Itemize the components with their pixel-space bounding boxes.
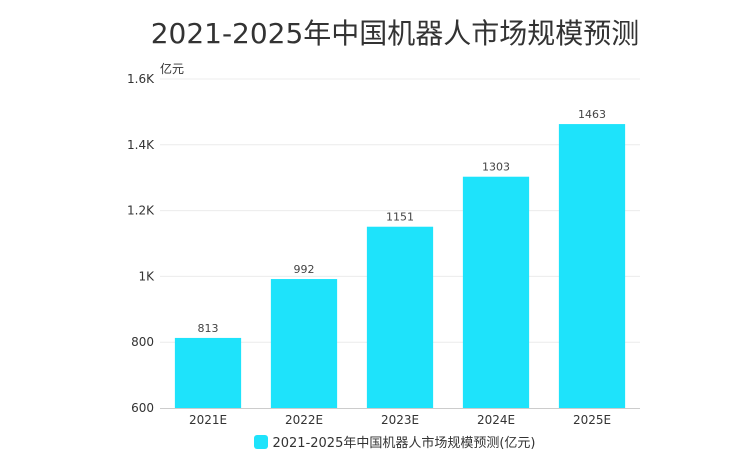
x-tick-label: 2022E [285, 413, 323, 427]
bar-value-label: 1303 [482, 161, 510, 174]
bar[interactable] [558, 124, 626, 408]
chart-title: 2021-2025年中国机器人市场规模预测 [150, 17, 640, 50]
data-labels: 813 992 1151 1303 1463 [198, 108, 607, 335]
x-tick-label: 2023E [381, 413, 419, 427]
x-tick-label: 2025E [573, 413, 611, 427]
bars [174, 124, 626, 408]
y-tick-label: 1K [138, 269, 155, 283]
bar-value-label: 992 [294, 263, 315, 276]
axes: 600 800 1K 1.2K 1.4K 1.6K 2021E 2022E 2023E 2024E… [127, 72, 640, 427]
y-tick-label: 1.6K [127, 72, 155, 86]
y-axis-unit-label: 亿元 [160, 61, 184, 76]
legend-swatch [254, 435, 269, 449]
legend-label: 2021-2025年中国机器人市场规模预测(亿元) [272, 436, 536, 451]
y-tick-label: 1.4K [127, 138, 155, 152]
bar[interactable] [174, 337, 242, 408]
y-tick-label: 1.2K [127, 204, 155, 218]
x-tick-label: 2024E [477, 413, 515, 427]
bar[interactable] [270, 279, 338, 408]
bar-value-label: 1151 [386, 211, 414, 224]
y-tick-label: 600 [131, 401, 154, 415]
y-tick-label: 800 [131, 335, 154, 349]
x-tick-label: 2021E [189, 413, 227, 427]
bar[interactable] [366, 226, 434, 408]
bar-value-label: 1463 [578, 108, 606, 121]
legend[interactable]: 2021-2025年中国机器人市场规模预测(亿元) [0, 432, 750, 451]
bar[interactable] [462, 176, 530, 408]
bar-value-label: 813 [198, 322, 219, 335]
